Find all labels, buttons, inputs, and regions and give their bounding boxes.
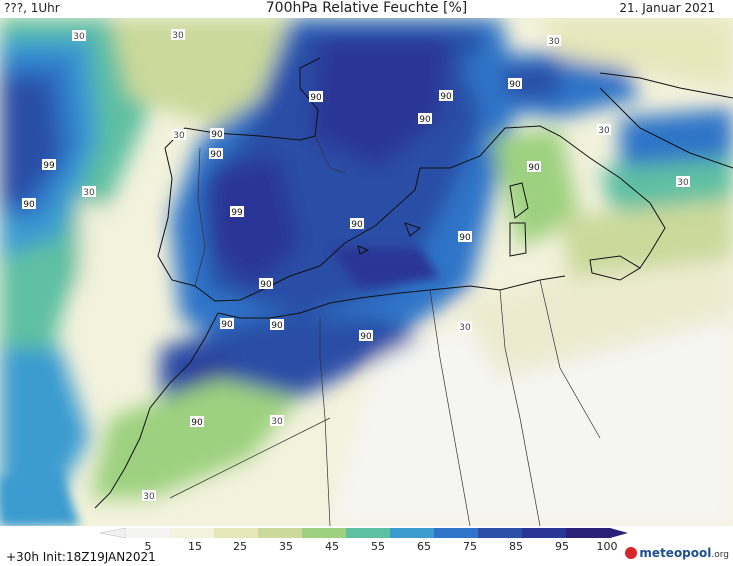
contour-label: 30 [597, 124, 611, 136]
svg-text:30: 30 [83, 188, 95, 198]
legend-tick-label: 15 [188, 540, 202, 553]
contour-label: 30 [72, 30, 86, 42]
contour-label: 90 [418, 113, 432, 125]
svg-text:99: 99 [231, 208, 243, 218]
contour-label: 90 [309, 91, 323, 103]
contour-label: 90 [22, 198, 36, 210]
legend-tick-label: 45 [325, 540, 339, 553]
svg-text:30: 30 [271, 417, 283, 427]
svg-text:90: 90 [191, 418, 203, 428]
svg-text:90: 90 [528, 163, 540, 173]
legend-swatch [346, 528, 391, 538]
legend-tick-label: 5 [144, 540, 152, 553]
legend-swatch [126, 528, 171, 538]
legend-swatch [434, 528, 479, 538]
svg-text:30: 30 [598, 126, 610, 136]
contour-label: 90 [270, 319, 284, 331]
borders [169, 135, 601, 526]
legend-tick-label: 100 [596, 540, 618, 553]
humidity-map-svg: 30 30 30 30 30 30 30 30 30 30 90 90 90 9… [0, 18, 733, 526]
contour-label: 90 [190, 416, 204, 428]
legend-tick-label: 65 [417, 540, 431, 553]
contour-label: 90 [527, 161, 541, 173]
contour-label: 90 [350, 218, 364, 230]
legend-tick-label: 55 [371, 540, 385, 553]
logo-text: meteopool [639, 546, 712, 560]
meteopool-logo[interactable]: meteopool.org [625, 546, 729, 560]
contour-label: 90 [259, 278, 273, 290]
map-header: ???, 1Uhr 700hPa Relative Feuchte [%] 21… [0, 0, 733, 18]
contour-label: 90 [359, 330, 373, 342]
contour-label: 90 [439, 90, 453, 102]
legend-swatch [522, 528, 567, 538]
svg-text:90: 90 [459, 233, 471, 243]
color-legend: 5 15 25 35 45 55 65 75 85 95 100 +30h Init:18Z19JA… [0, 526, 733, 566]
svg-text:90: 90 [23, 200, 35, 210]
legend-bar [99, 527, 628, 539]
svg-text:90: 90 [360, 332, 372, 342]
svg-text:30: 30 [172, 31, 184, 41]
run-info: +30h Init:18Z19JAN2021 [6, 550, 156, 564]
contour-label: 90 [458, 231, 472, 243]
contour-label: 99 [230, 206, 244, 218]
svg-text:90: 90 [211, 130, 223, 140]
logo-suffix: .org [711, 550, 729, 560]
legend-tick-label: 85 [509, 540, 523, 553]
contour-label: 30 [172, 129, 186, 141]
svg-text:90: 90 [351, 220, 363, 230]
svg-text:90: 90 [310, 93, 322, 103]
svg-text:90: 90 [440, 92, 452, 102]
contour-label: 30 [270, 415, 284, 427]
legend-tick-label: 95 [555, 540, 569, 553]
legend-arrow-high [610, 528, 628, 538]
contour-label: 90 [210, 128, 224, 140]
contour-label: 90 [508, 78, 522, 90]
svg-text:90: 90 [221, 320, 233, 330]
legend-tick-label: 35 [279, 540, 293, 553]
contour-label: 30 [171, 29, 185, 41]
legend-swatch [170, 528, 215, 538]
contour-label: 30 [547, 35, 561, 47]
svg-text:99: 99 [43, 161, 55, 171]
svg-text:30: 30 [548, 37, 560, 47]
contour-label: 90 [209, 148, 223, 160]
legend-swatch [390, 528, 435, 538]
legend-swatch [258, 528, 303, 538]
contour-label: 90 [220, 318, 234, 330]
legend-swatch [302, 528, 347, 538]
svg-text:90: 90 [419, 115, 431, 125]
svg-text:30: 30 [143, 492, 155, 502]
svg-text:30: 30 [459, 323, 471, 333]
location-time-label: ???, 1Uhr [4, 1, 60, 15]
svg-text:30: 30 [677, 178, 689, 188]
legend-tick-label: 25 [233, 540, 247, 553]
contour-label: 30 [458, 321, 472, 333]
contour-label: 30 [82, 186, 96, 198]
svg-text:30: 30 [173, 131, 185, 141]
legend-swatch [214, 528, 259, 538]
contour-label: 30 [142, 490, 156, 502]
map-title: 700hPa Relative Feuchte [%] [265, 0, 468, 16]
contour-labels: 30 30 30 30 30 30 30 30 30 30 90 90 90 9… [22, 29, 690, 502]
svg-text:30: 30 [73, 32, 85, 42]
contour-label: 99 [42, 159, 56, 171]
legend-swatch [478, 528, 523, 538]
legend-arrow-low [99, 527, 127, 539]
svg-text:90: 90 [509, 80, 521, 90]
legend-tick-label: 75 [463, 540, 477, 553]
svg-text:90: 90 [271, 321, 283, 331]
svg-text:90: 90 [260, 280, 272, 290]
logo-icon [625, 547, 638, 559]
contour-label: 30 [676, 176, 690, 188]
date-label: 21. Januar 2021 [619, 1, 715, 15]
legend-swatch [566, 528, 611, 538]
humidity-map: 30 30 30 30 30 30 30 30 30 30 90 90 90 9… [0, 18, 733, 526]
svg-text:90: 90 [210, 150, 222, 160]
coastlines [94, 57, 733, 509]
